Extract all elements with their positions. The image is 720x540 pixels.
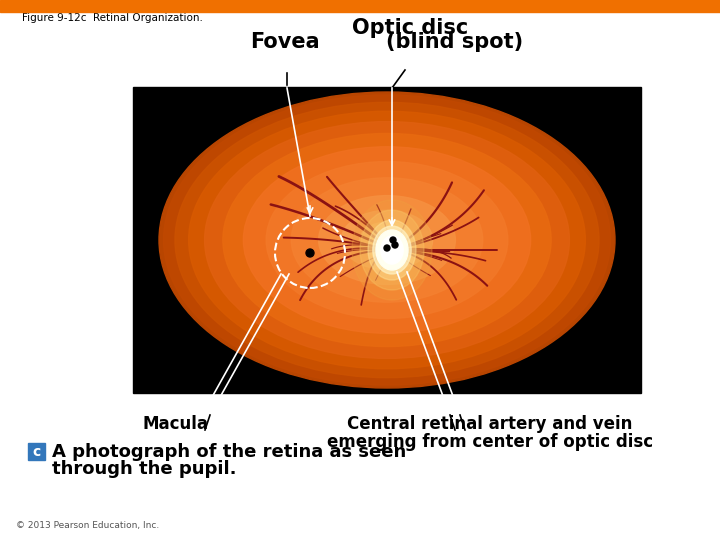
Circle shape xyxy=(390,237,396,243)
Ellipse shape xyxy=(175,103,599,377)
Text: © 2013 Pearson Education, Inc.: © 2013 Pearson Education, Inc. xyxy=(16,521,159,530)
Ellipse shape xyxy=(189,111,585,369)
Text: Central retinal artery and vein: Central retinal artery and vein xyxy=(347,415,633,433)
Ellipse shape xyxy=(159,92,615,388)
Circle shape xyxy=(392,242,398,248)
Ellipse shape xyxy=(360,210,424,290)
Bar xyxy=(133,87,641,393)
Text: Macula: Macula xyxy=(142,415,208,433)
Text: emerging from center of optic disc: emerging from center of optic disc xyxy=(327,433,653,451)
Text: Fovea: Fovea xyxy=(250,32,320,52)
Ellipse shape xyxy=(368,220,416,280)
Ellipse shape xyxy=(163,95,611,385)
Text: through the pupil.: through the pupil. xyxy=(52,460,236,478)
Text: A photograph of the retina as seen: A photograph of the retina as seen xyxy=(52,443,406,461)
Ellipse shape xyxy=(204,122,570,359)
Circle shape xyxy=(306,249,314,257)
Bar xyxy=(0,0,720,12)
Ellipse shape xyxy=(381,236,403,264)
Ellipse shape xyxy=(352,200,432,300)
Text: Optic disc: Optic disc xyxy=(352,18,468,38)
FancyBboxPatch shape xyxy=(28,443,45,460)
Ellipse shape xyxy=(341,211,433,269)
Text: (blind spot): (blind spot) xyxy=(387,32,523,52)
Ellipse shape xyxy=(223,133,552,347)
Ellipse shape xyxy=(266,161,508,319)
Ellipse shape xyxy=(373,226,411,274)
Ellipse shape xyxy=(319,195,455,285)
Circle shape xyxy=(307,251,312,255)
Text: c: c xyxy=(32,444,40,458)
Ellipse shape xyxy=(291,178,482,302)
Circle shape xyxy=(384,245,390,251)
Ellipse shape xyxy=(243,147,531,333)
Ellipse shape xyxy=(360,222,415,258)
Text: Figure 9-12c  Retinal Organization.: Figure 9-12c Retinal Organization. xyxy=(22,13,203,23)
Ellipse shape xyxy=(376,230,408,270)
